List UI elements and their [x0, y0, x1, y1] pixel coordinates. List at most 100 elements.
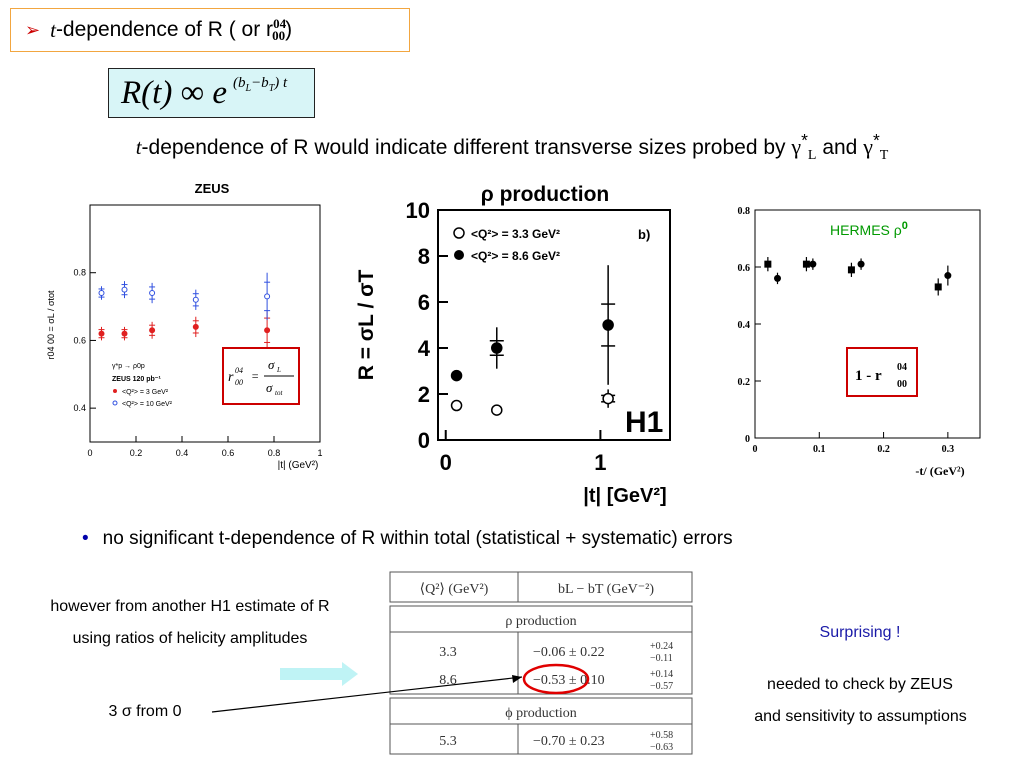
svg-text:σ: σ — [268, 357, 275, 372]
svg-text:L: L — [276, 366, 281, 374]
zeus-data-point — [192, 296, 199, 303]
zeus-ylabel: r04 00 = σL / σtot — [46, 290, 56, 360]
svg-text:00: 00 — [897, 379, 907, 390]
bullet-dot-icon: • — [82, 528, 89, 549]
h1-legend-marker-3 — [453, 227, 465, 239]
table-row-phi-1-q2: 5.3 — [439, 734, 457, 749]
h1-data-point — [450, 369, 463, 382]
conclusion-text: no significant t-dependence of R within … — [102, 528, 733, 549]
zeus-data-point — [98, 330, 105, 337]
zeus-xtick-label: 1 — [317, 448, 322, 458]
zeus-ytick-label: 0.8 — [73, 268, 86, 278]
title-text: -dependence of R ( or r — [55, 18, 274, 41]
zeus-data-point — [264, 327, 271, 334]
zeus-data-point — [149, 290, 156, 297]
table-row-rho-2-up: +0.14 — [650, 669, 673, 680]
zeus-frame — [89, 204, 321, 443]
hermes-data-square — [847, 266, 855, 274]
table-row-phi-1-up: +0.58 — [650, 730, 673, 741]
zeus-legend-lumi: ZEUS 120 pb⁻¹ — [112, 376, 161, 383]
h1-data-point — [602, 319, 614, 331]
hermes-data-circle — [857, 260, 865, 268]
hermes-plot: 0 0.1 0.2 0.3 0 0.2 0.4 0.6 0.8 HERMES ρ0 1 - r … — [720, 200, 990, 490]
formula-lhs: R(t) — [121, 75, 173, 111]
hermes-data-circle — [809, 260, 817, 268]
title-t: t — [50, 17, 56, 42]
h1-xtick-label: 1 — [594, 450, 606, 475]
formula-base: e — [212, 75, 227, 111]
hermes-data-square — [802, 260, 810, 268]
h1-ytick-label: 4 — [418, 336, 431, 361]
hermes-data-circle — [774, 274, 781, 282]
svg-text:tot: tot — [275, 389, 283, 397]
h1-legend-marker-8 — [454, 250, 464, 260]
zeus-xtick-label: 0 — [87, 448, 92, 458]
zeus-title: ZEUS — [195, 181, 230, 196]
h1-data-point — [450, 399, 463, 412]
table-row-rho-2-q2: 8.6 — [439, 673, 457, 688]
left-note-line1: however from another H1 estimate of R — [50, 598, 330, 615]
hermes-box — [846, 347, 918, 397]
table-section-rho: ρ production — [505, 614, 576, 629]
zeus-xtick-label: 0.6 — [222, 448, 235, 458]
h1-legend-q2-8: <Q²> = 8.6 GeV² — [471, 249, 560, 263]
svg-text:σ: σ — [266, 380, 273, 395]
h1-title: ρ production — [481, 183, 609, 206]
zeus-legend-q2-10: <Q²> = 10 GeV² — [122, 401, 173, 408]
hermes-label: HERMES ρ0 — [830, 220, 908, 238]
zeus-xtick-label: 0.2 — [130, 448, 143, 458]
hermes-frame — [754, 209, 981, 439]
table-row-rho-2-val: −0.53 ± 0.10 — [533, 673, 605, 688]
right-note-line1: needed to check by ZEUS — [767, 676, 953, 693]
table-row-phi-1-down: −0.63 — [650, 742, 673, 753]
results-table: ⟨Q²⟩ (GeV²) bL − bT (GeV⁻²) ρ production… — [389, 571, 693, 755]
hermes-data-circle — [944, 272, 952, 280]
hermes-xtick-label: 0 — [753, 444, 758, 455]
zeus-legend-marker-3 — [113, 389, 117, 393]
h1-ytick-label: 6 — [418, 290, 430, 315]
hermes-xtick-label: 0.1 — [813, 444, 826, 455]
formula-proportional: ∞ — [180, 75, 205, 111]
zeus-legend-process: γ*p → ρ0p — [112, 363, 145, 370]
hermes-ytick-label: 0.8 — [738, 206, 751, 217]
svg-text:=: = — [251, 369, 259, 383]
slide-title: ➢ t -dependence of R ( or r 0400 ) — [10, 8, 410, 52]
table-row-phi-1-val: −0.70 ± 0.23 — [533, 734, 605, 749]
table-section-phi: ϕ production — [505, 706, 577, 721]
hermes-ytick-label: 0.6 — [738, 263, 751, 274]
hermes-data-square — [934, 283, 942, 291]
h1-ytick-label: 8 — [418, 244, 430, 269]
svg-text:04: 04 — [897, 362, 907, 373]
hermes-xtick-label: 0.2 — [877, 444, 890, 455]
h1-data-point — [491, 404, 503, 416]
h1-xlabel: |t| [GeV²] — [583, 485, 666, 507]
statement-line: t-dependence of R would indicate differe… — [135, 130, 889, 164]
zeus-plot: ZEUS 0 0.2 0.4 0.6 0.8 1 0.4 0.6 0.8 r04 00 = σL… — [40, 175, 330, 475]
h1-legend-q2-3: <Q²> = 3.3 GeV² — [471, 227, 560, 241]
zeus-legend-q2-3: <Q²> = 3 GeV² — [122, 389, 169, 396]
hermes-ytick-label: 0.4 — [738, 320, 751, 331]
formula-exponent: (bL−bT) t — [233, 75, 288, 94]
h1-ytick-label: 10 — [406, 198, 430, 223]
zeus-data-point — [121, 286, 128, 293]
surprising-note: Surprising ! — [819, 624, 901, 641]
hermes-ytick-label: 0.2 — [738, 377, 751, 388]
h1-panel-label: b) — [638, 227, 650, 242]
table-row-rho-2-down: −0.57 — [650, 681, 673, 692]
left-note-line2: using ratios of helicity amplitudes — [72, 630, 308, 647]
zeus-ytick-label: 0.4 — [73, 403, 86, 413]
title-r-index: 0400 — [272, 15, 287, 44]
zeus-formula: r 04 00 = σ L σ tot — [228, 357, 294, 397]
right-arrow-icon — [280, 662, 358, 686]
sigma-note: 3 σ from 0 — [108, 703, 182, 720]
h1-data-point — [491, 342, 503, 354]
hermes-ytick-label: 0 — [745, 434, 750, 445]
zeus-data-point — [98, 290, 105, 297]
h1-ytick-label: 0 — [418, 428, 430, 453]
bullet-arrow-icon: ➢ — [25, 19, 41, 40]
table-row-rho-1-up: +0.24 — [650, 641, 673, 652]
zeus-data-point — [192, 323, 199, 330]
table-row-rho-1-val: −0.06 ± 0.22 — [533, 645, 605, 660]
hermes-data-square — [764, 260, 772, 268]
